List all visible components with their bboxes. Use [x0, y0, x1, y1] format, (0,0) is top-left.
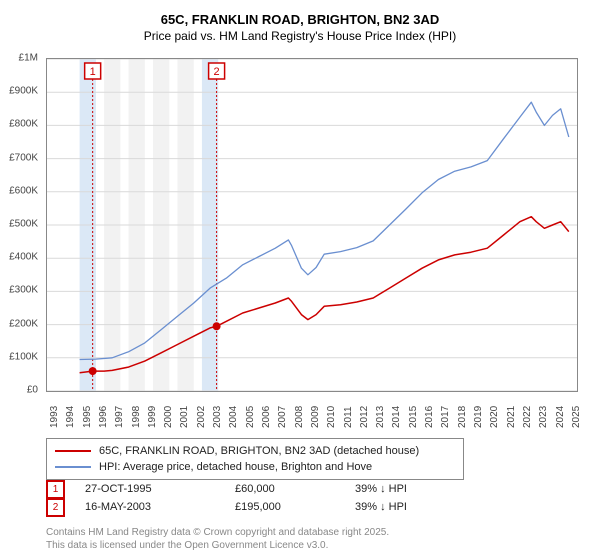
marker-number-box: 1 — [46, 480, 65, 499]
x-tick-label: 2000 — [163, 406, 174, 428]
x-tick-label: 1999 — [147, 406, 158, 428]
x-tick-label: 2008 — [294, 406, 305, 428]
x-tick-label: 2010 — [326, 406, 337, 428]
x-tick-label: 2021 — [506, 406, 517, 428]
x-tick-label: 1996 — [98, 406, 109, 428]
y-tick-label: £500K — [9, 219, 38, 230]
marker-date: 27-OCT-1995 — [85, 483, 235, 495]
plot-area: 12 — [46, 58, 576, 390]
license-text: Contains HM Land Registry data © Crown c… — [46, 527, 389, 552]
marker-row: 2 16-MAY-2003£195,00039% ↓ HPI — [46, 498, 475, 516]
x-tick-label: 2006 — [261, 406, 272, 428]
y-tick-label: £900K — [9, 86, 38, 97]
marker-delta: 39% ↓ HPI — [355, 501, 475, 513]
x-tick-label: 2018 — [457, 406, 468, 428]
x-axis-labels: 1993 1994 1995 1996 1997 1998 1999 2000 2001 2002… — [46, 394, 576, 438]
y-axis-labels: £0£100K£200K£300K£400K£500K£600K£700K£80… — [0, 58, 42, 390]
x-tick-label: 2017 — [440, 406, 451, 428]
marker-date: 16-MAY-2003 — [85, 501, 235, 513]
x-tick-label: 2012 — [359, 406, 370, 428]
chart-subtitle: Price paid vs. HM Land Registry's House … — [0, 27, 600, 49]
y-tick-label: £300K — [9, 285, 38, 296]
svg-text:1: 1 — [90, 66, 96, 78]
marker-events-table: 1 27-OCT-1995£60,00039% ↓ HPI 2 16-MAY-2003… — [46, 480, 475, 516]
y-tick-label: £400K — [9, 252, 38, 263]
legend-label: 65C, FRANKLIN ROAD, BRIGHTON, BN2 3AD (d… — [99, 445, 419, 457]
x-tick-label: 2002 — [196, 406, 207, 428]
x-tick-label: 2011 — [343, 406, 354, 428]
x-tick-label: 2022 — [522, 406, 533, 428]
x-tick-label: 2016 — [424, 406, 435, 428]
x-tick-label: 2003 — [212, 406, 223, 428]
marker-price: £60,000 — [235, 483, 355, 495]
x-tick-label: 2019 — [473, 406, 484, 428]
x-tick-label: 2025 — [571, 406, 582, 428]
license-line-1: Contains HM Land Registry data © Crown c… — [46, 527, 389, 540]
x-tick-label: 2007 — [277, 406, 288, 428]
x-tick-label: 2020 — [489, 406, 500, 428]
y-tick-label: £100K — [9, 351, 38, 362]
marker-row: 1 27-OCT-1995£60,00039% ↓ HPI — [46, 480, 475, 498]
svg-text:2: 2 — [214, 66, 220, 78]
legend-label: HPI: Average price, detached house, Brig… — [99, 461, 372, 473]
y-tick-label: £200K — [9, 318, 38, 329]
x-tick-label: 1995 — [82, 406, 93, 428]
y-tick-label: £700K — [9, 152, 38, 163]
x-tick-label: 2004 — [228, 406, 239, 428]
y-tick-label: £0 — [27, 385, 38, 396]
x-tick-label: 2014 — [391, 406, 402, 428]
legend-swatch — [55, 450, 91, 452]
x-tick-label: 1993 — [49, 406, 60, 428]
legend-entry: HPI: Average price, detached house, Brig… — [55, 459, 455, 475]
x-tick-label: 1998 — [131, 406, 142, 428]
marker-delta: 39% ↓ HPI — [355, 483, 475, 495]
x-tick-label: 2023 — [538, 406, 549, 428]
x-tick-label: 1994 — [65, 406, 76, 428]
x-tick-label: 2024 — [555, 406, 566, 428]
y-tick-label: £800K — [9, 119, 38, 130]
y-tick-label: £1M — [19, 53, 38, 64]
y-tick-label: £600K — [9, 185, 38, 196]
x-tick-label: 2013 — [375, 406, 386, 428]
x-tick-label: 2015 — [408, 406, 419, 428]
x-tick-label: 1997 — [114, 406, 125, 428]
chart-title: 65C, FRANKLIN ROAD, BRIGHTON, BN2 3AD — [0, 0, 600, 27]
legend: 65C, FRANKLIN ROAD, BRIGHTON, BN2 3AD (d… — [46, 438, 464, 480]
marker-number-box: 2 — [46, 498, 65, 517]
legend-entry: 65C, FRANKLIN ROAD, BRIGHTON, BN2 3AD (d… — [55, 443, 455, 459]
x-tick-label: 2001 — [179, 406, 190, 428]
legend-swatch — [55, 466, 91, 468]
x-tick-label: 2005 — [245, 406, 256, 428]
x-tick-label: 2009 — [310, 406, 321, 428]
license-line-2: This data is licensed under the Open Gov… — [46, 540, 389, 553]
marker-price: £195,000 — [235, 501, 355, 513]
